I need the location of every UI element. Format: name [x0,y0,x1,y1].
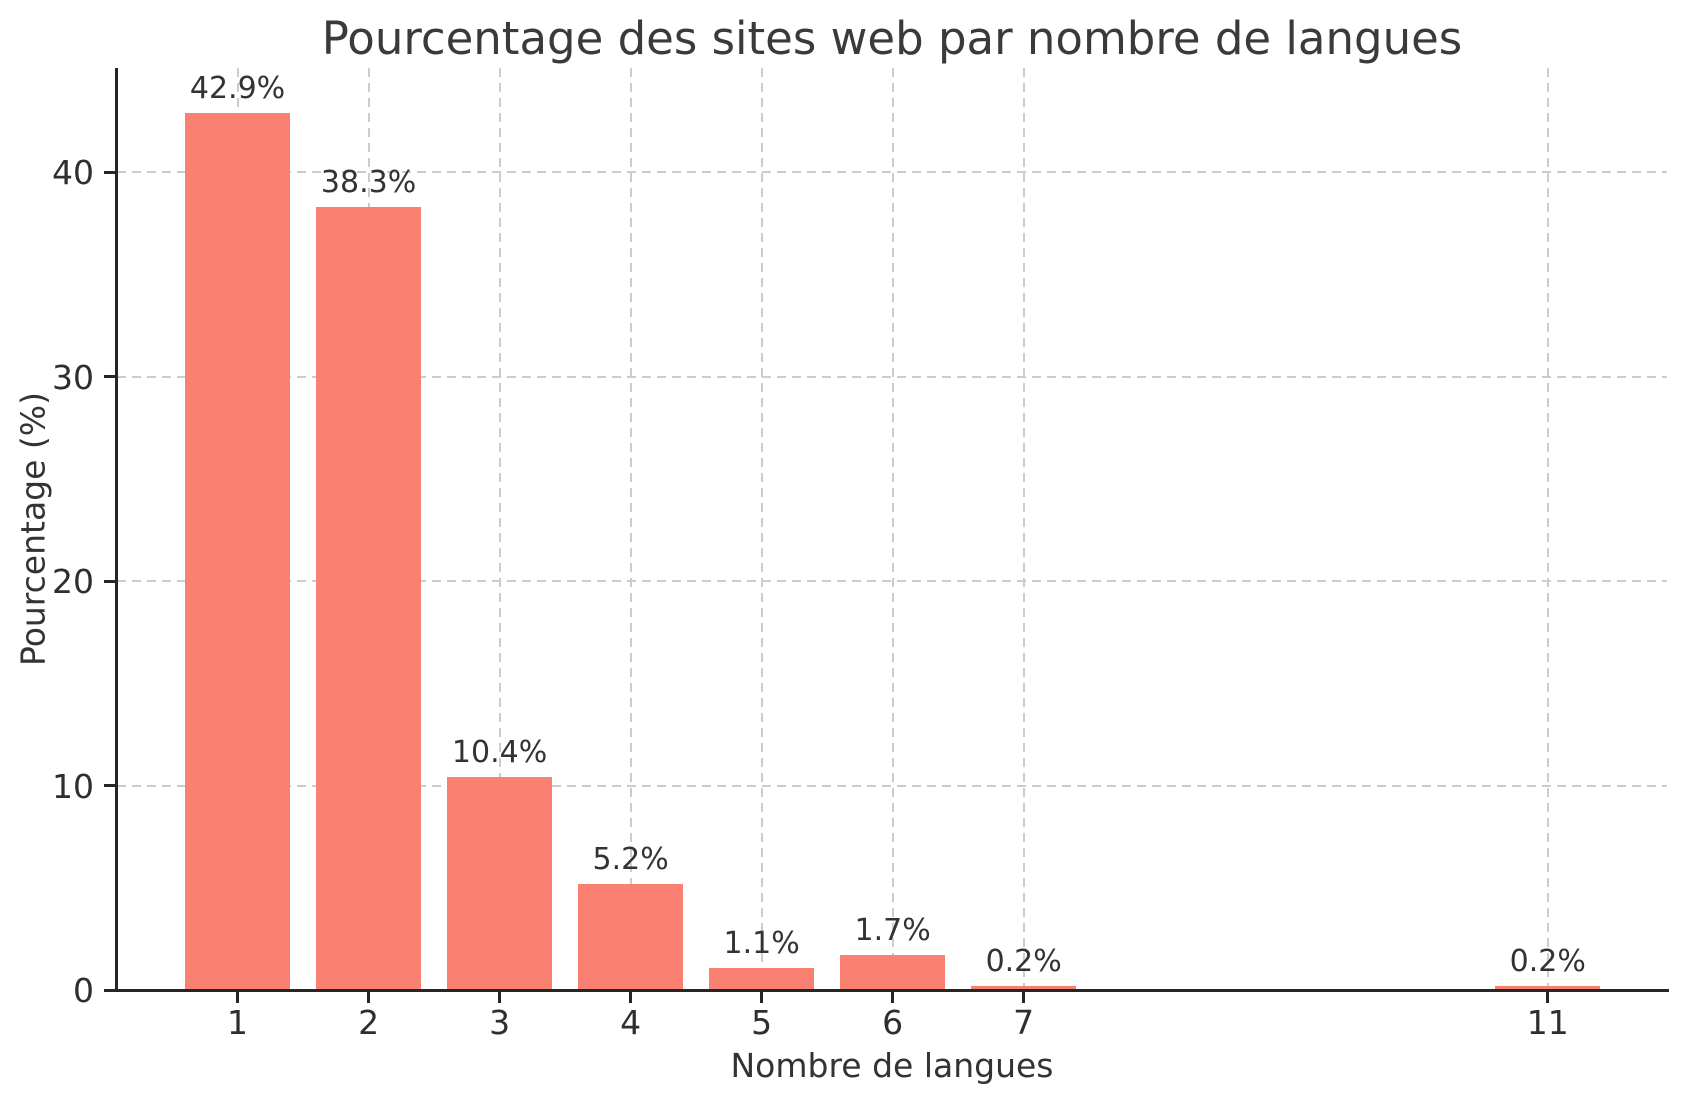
grid-line-vertical [1546,68,1549,990]
y-tick-mark [104,784,115,788]
grid-line-horizontal [117,784,1667,787]
grid-line-vertical [1022,68,1025,990]
x-tick-label: 11 [1526,1003,1569,1042]
x-tick-mark [1546,992,1550,1003]
bar-value-label: 42.9% [189,70,286,106]
plot-area: 1 42.9% 2 38.3% 3 10.4% 4 5.2% 5 1.1% 6 1.7% 7 0.2% 11… [52,68,1669,1039]
y-tick-label: 20 [52,562,94,602]
x-tick-mark [891,992,895,1003]
bar-value-label: 1.1% [723,925,800,961]
x-tick-mark [760,992,764,1003]
x-tick-mark [367,992,371,1003]
y-tick-mark [104,988,115,992]
bar-value-label: 0.2% [1509,943,1586,979]
y-tick-mark [104,579,115,583]
y-axis-label: Pourcentage (%) [13,391,53,667]
grid-line-vertical [760,68,763,990]
x-tick-label: 7 [1013,1003,1035,1042]
x-tick-label: 4 [620,1003,642,1042]
bar-value-label: 0.2% [985,943,1062,979]
x-tick-label: 1 [227,1003,249,1042]
bar [578,883,683,990]
bar [185,112,290,990]
x-axis-spine [115,989,1669,992]
chart-title: Pourcentage des sites web par nombre de … [321,12,1463,65]
grid-line-horizontal [117,580,1667,583]
x-tick-label: 3 [489,1003,511,1042]
bar-value-label: 10.4% [451,735,548,771]
x-tick-label: 6 [882,1003,904,1042]
bar [316,207,421,990]
x-tick-mark [498,992,502,1003]
x-tick-mark [1022,992,1026,1003]
bar-value-label: 1.7% [854,913,931,949]
x-tick-mark [236,992,240,1003]
y-tick-label: 0 [73,971,94,1010]
y-tick-mark [104,375,115,379]
bar-value-label: 38.3% [320,165,417,200]
bar [971,985,1077,990]
grid-line-vertical [891,68,894,990]
grid-line-horizontal [117,375,1667,378]
y-tick-label: 30 [52,357,94,397]
grid-line-vertical [629,68,632,990]
bar [1495,985,1601,990]
x-axis-label: Nombre de langues [730,1046,1054,1085]
x-tick-label: 2 [358,1003,380,1042]
x-tick-mark [629,992,633,1003]
y-tick-mark [104,170,115,174]
x-tick-label: 5 [751,1003,773,1042]
bar [447,777,552,990]
y-tick-label: 40 [52,153,94,193]
grid-line-horizontal [117,171,1667,174]
bar-value-label: 5.2% [592,841,669,877]
bar [709,967,815,990]
bar [840,955,946,990]
y-tick-label: 10 [52,766,94,806]
grid-line-vertical [498,68,501,990]
y-axis-spine [115,68,118,992]
